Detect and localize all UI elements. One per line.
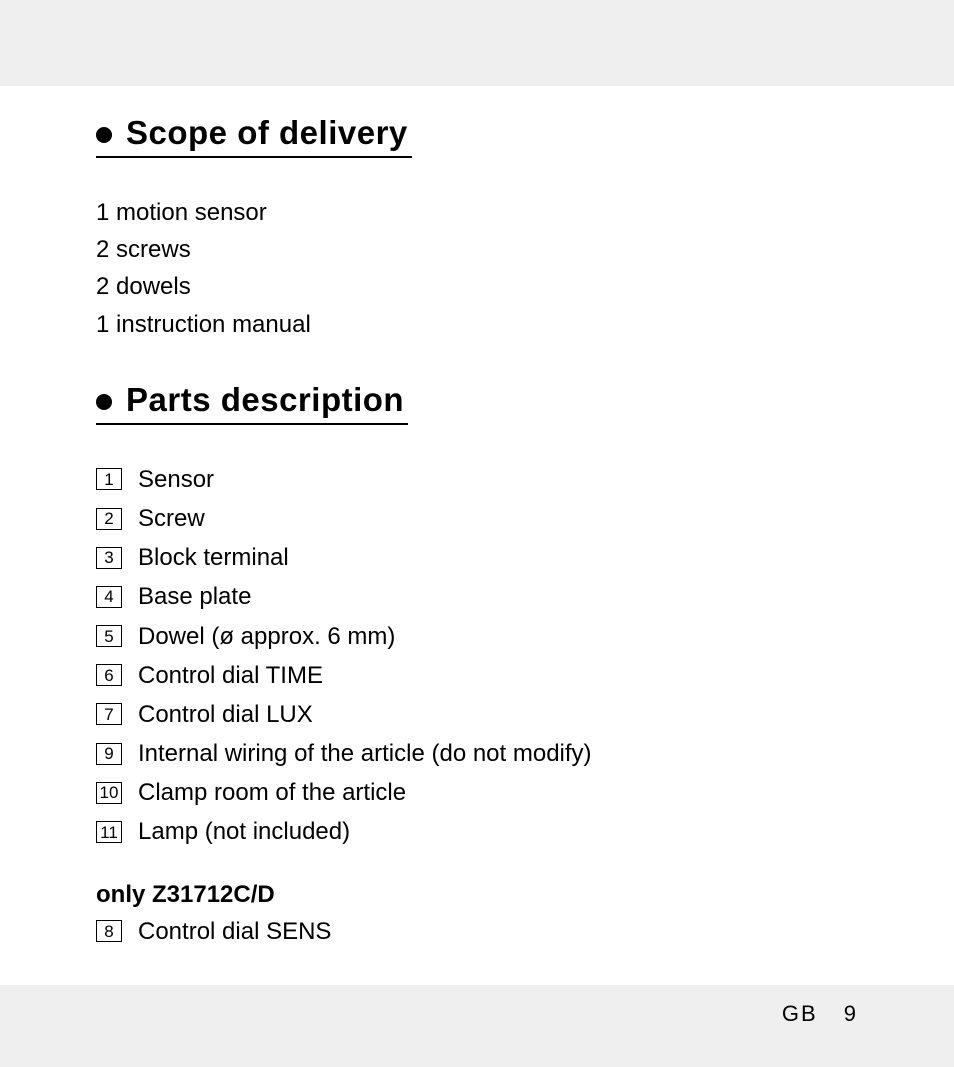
list-item: 1 instruction manual (96, 306, 858, 343)
part-label: Control dial SENS (138, 913, 331, 950)
bullet-icon (96, 394, 112, 410)
scope-item-list: 1 motion sensor 2 screws 2 dowels 1 inst… (96, 194, 858, 343)
part-row: 7 Control dial LUX (96, 696, 858, 733)
parts-item-list: 1 Sensor 2 Screw 3 Block terminal 4 Base… (96, 461, 858, 851)
part-number-box: 3 (96, 547, 122, 569)
part-row: 10 Clamp room of the article (96, 774, 858, 811)
document-page: Scope of delivery 1 motion sensor 2 scre… (0, 86, 954, 985)
scope-heading: Scope of delivery (96, 114, 412, 158)
part-number-box: 5 (96, 625, 122, 647)
part-number-box: 1 (96, 468, 122, 490)
page-footer: GB 9 (782, 1001, 856, 1027)
scope-title: Scope of delivery (126, 114, 408, 152)
part-number-box: 11 (96, 821, 122, 843)
part-row: 6 Control dial TIME (96, 657, 858, 694)
part-label: Dowel (ø approx. 6 mm) (138, 618, 395, 655)
part-number-box: 2 (96, 508, 122, 530)
footer-page-number: 9 (844, 1001, 856, 1026)
part-label: Sensor (138, 461, 214, 498)
subset-heading: only Z31712C/D (96, 881, 858, 909)
part-number-box: 6 (96, 664, 122, 686)
part-label: Clamp room of the article (138, 774, 406, 811)
bullet-icon (96, 127, 112, 143)
part-number-box: 9 (96, 743, 122, 765)
part-row: 9 Internal wiring of the article (do not… (96, 735, 858, 772)
part-label: Screw (138, 500, 205, 537)
part-row: 3 Block terminal (96, 539, 858, 576)
part-number-box: 8 (96, 920, 122, 942)
list-item: 2 dowels (96, 268, 858, 305)
subset-item-list: 8 Control dial SENS (96, 913, 858, 950)
part-row: 11 Lamp (not included) (96, 813, 858, 850)
part-row: 2 Screw (96, 500, 858, 537)
part-row: 5 Dowel (ø approx. 6 mm) (96, 618, 858, 655)
list-item: 2 screws (96, 231, 858, 268)
parts-heading: Parts description (96, 381, 408, 425)
list-item: 1 motion sensor (96, 194, 858, 231)
part-label: Internal wiring of the article (do not m… (138, 735, 592, 772)
part-row: 4 Base plate (96, 578, 858, 615)
part-number-box: 4 (96, 586, 122, 608)
part-row: 8 Control dial SENS (96, 913, 858, 950)
parts-title: Parts description (126, 381, 404, 419)
part-label: Block terminal (138, 539, 289, 576)
part-label: Base plate (138, 578, 251, 615)
part-number-box: 7 (96, 703, 122, 725)
part-row: 1 Sensor (96, 461, 858, 498)
part-label: Control dial TIME (138, 657, 323, 694)
part-label: Lamp (not included) (138, 813, 350, 850)
part-label: Control dial LUX (138, 696, 313, 733)
footer-country: GB (782, 1001, 818, 1026)
part-number-box: 10 (96, 782, 122, 804)
